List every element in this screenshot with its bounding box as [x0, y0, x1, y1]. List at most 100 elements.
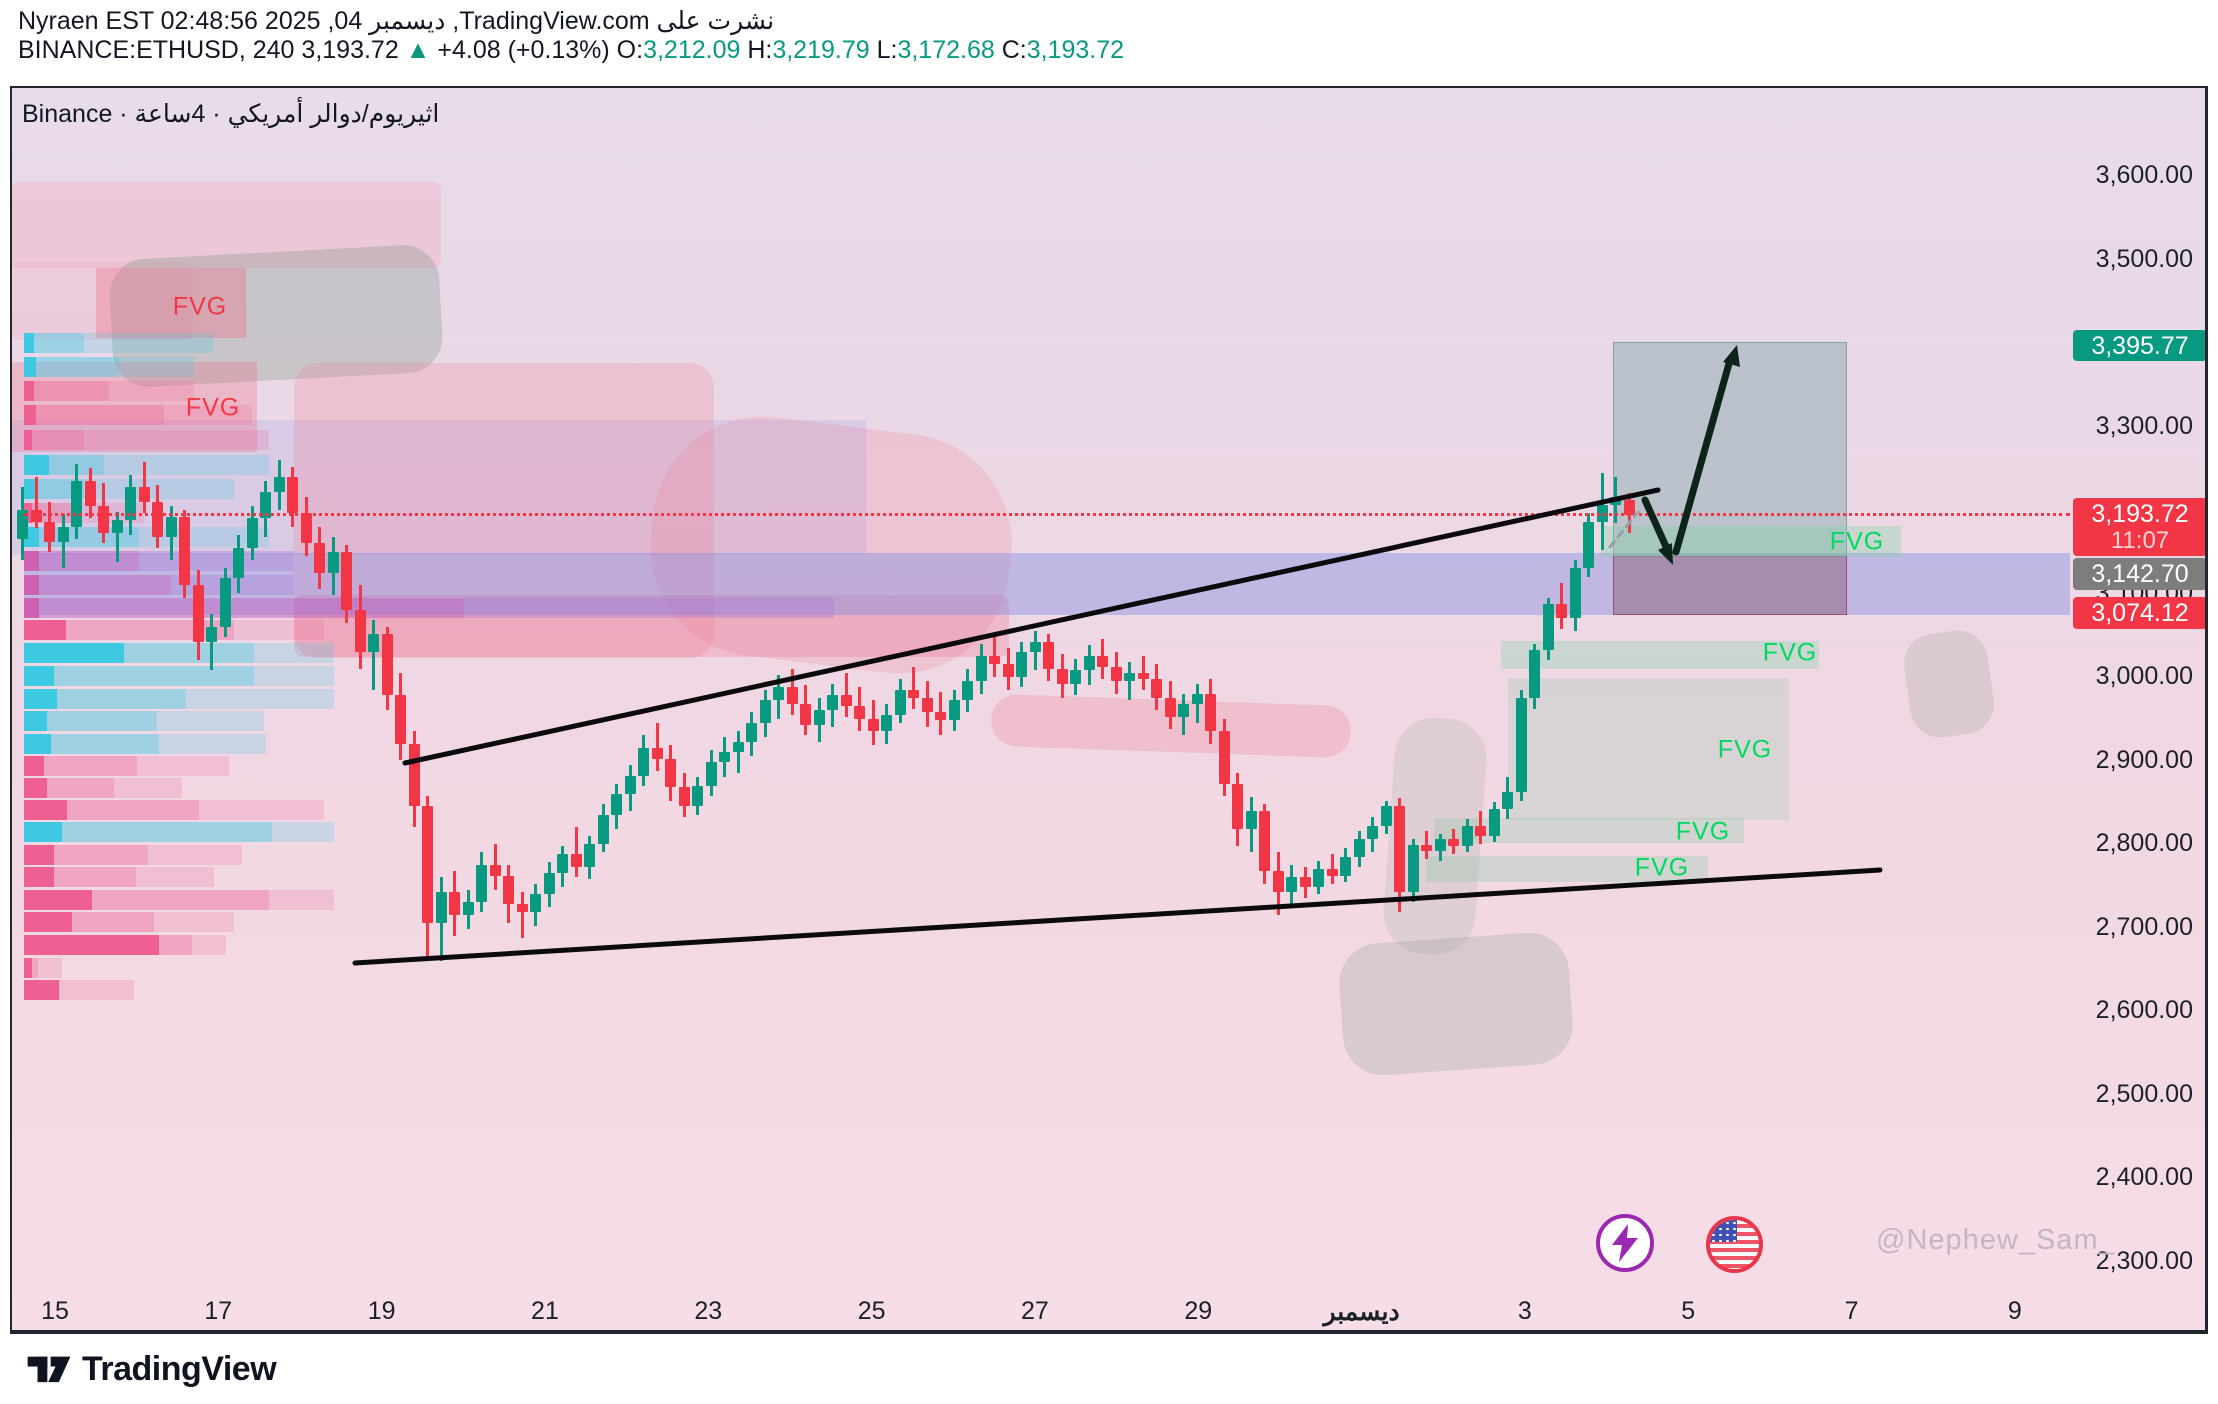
candle	[1272, 870, 1284, 893]
volume-profile-row	[24, 734, 51, 754]
symbol-ohlc-header: BINANCE:ETHUSD, 240 3,193.72 ▲ +4.08 (+0…	[18, 36, 1124, 65]
time-axis-label[interactable]: 29	[1184, 1297, 1213, 1325]
volume-profile-row	[109, 381, 194, 401]
time-axis-label[interactable]: 7	[1844, 1297, 1859, 1325]
fvg-box-red-1[interactable]	[96, 268, 246, 338]
candle	[948, 700, 960, 721]
candle	[1353, 838, 1365, 857]
published-on-header: Nyraen EST 02:48:56 2025 ,04 ربمسيد ,Tra…	[18, 7, 775, 35]
candle	[1326, 869, 1338, 876]
volume-profile-row	[39, 598, 464, 618]
candle	[1083, 656, 1095, 671]
candle	[516, 904, 528, 913]
candle	[1245, 810, 1257, 829]
candle	[1218, 731, 1230, 784]
price-axis-label[interactable]: 3,600.00	[2095, 161, 2193, 189]
price-axis-label[interactable]: 2,400.00	[2095, 1163, 2193, 1191]
candle	[422, 806, 433, 924]
candle	[233, 547, 244, 579]
volume-profile-row	[24, 800, 67, 820]
time-axis-label[interactable]: 15	[41, 1297, 69, 1325]
price-axis-label[interactable]: 3,500.00	[2095, 244, 2193, 273]
ohlc-segment: 3,172.68	[897, 36, 1002, 64]
volume-profile-row	[24, 551, 39, 571]
current-price-line[interactable]	[24, 513, 2070, 517]
price-tag-value: 3,142.70	[2091, 560, 2189, 588]
time-axis-label[interactable]: 19	[367, 1297, 396, 1325]
candle	[1232, 783, 1243, 829]
volume-profile-row	[464, 598, 834, 618]
candle	[1164, 697, 1176, 718]
indicator-cloud	[11, 262, 193, 340]
price-axis-label[interactable]: 2,600.00	[2095, 996, 2193, 1024]
author-watermark: @Nephew_Sam_	[1876, 1224, 2116, 1256]
price-axis-label[interactable]: 2,900.00	[2095, 745, 2193, 774]
candle	[408, 743, 420, 807]
volume-profile-row	[164, 405, 252, 425]
candle	[908, 689, 919, 698]
price-tag: 3,193.72 11:07	[2073, 498, 2207, 556]
volume-profile-row	[254, 643, 334, 663]
price-axis-label[interactable]: 2,300.00	[2095, 1246, 2193, 1275]
candle	[867, 718, 879, 732]
fvg-box-red-3[interactable]	[1613, 556, 1847, 615]
volume-profile-row	[24, 778, 47, 798]
lightning-sticker-icon	[1596, 1214, 1654, 1272]
candle	[1299, 877, 1311, 888]
volume-profile-row	[47, 711, 157, 731]
candle-wick	[34, 476, 38, 529]
price-axis-label[interactable]: 3,000.00	[2095, 662, 2193, 690]
candle	[1124, 672, 1135, 682]
fvg-box-red-2[interactable]	[11, 362, 257, 452]
candle	[300, 513, 312, 544]
time-axis-label[interactable]: 25	[857, 1297, 886, 1325]
price-axis-label[interactable]: 3,300.00	[2095, 411, 2193, 440]
tradingview-logo[interactable]: TradingView	[26, 1346, 277, 1392]
volume-profile-row	[34, 333, 84, 353]
candle	[44, 521, 55, 542]
time-axis-label[interactable]: 17	[204, 1297, 233, 1325]
volume-profile-row	[32, 430, 84, 450]
candle	[894, 689, 906, 715]
candle	[921, 697, 933, 713]
candle	[719, 752, 730, 763]
price-axis-label[interactable]: 2,800.00	[2095, 829, 2193, 857]
candle	[1380, 806, 1392, 826]
candle	[881, 714, 892, 732]
volume-profile-row	[39, 551, 139, 571]
time-axis-label[interactable]: 3	[1517, 1297, 1532, 1325]
price-axis-label[interactable]: 2,500.00	[2095, 1079, 2193, 1108]
volume-profile-row	[24, 333, 34, 353]
time-axis-label[interactable]: 23	[694, 1297, 723, 1325]
chart-legend[interactable]: Binance · ةعاس4 · يكيرمأ رلاود/مويريثا	[22, 100, 440, 128]
volume-profile-row	[159, 734, 266, 754]
candle	[1178, 703, 1189, 718]
time-axis-label[interactable]: 9	[2007, 1297, 2022, 1325]
candle	[246, 518, 258, 548]
lower-trendline[interactable]	[352, 867, 1883, 966]
ohlc-segment: BINANCE:ETHUSD, 240 3,193.72	[18, 36, 406, 64]
volume-profile-row	[24, 643, 124, 663]
candle	[314, 543, 325, 573]
volume-profile-row	[54, 666, 254, 686]
candle	[705, 762, 717, 786]
volume-profile-row	[24, 756, 44, 776]
ohlc-segment: H:	[747, 36, 773, 64]
candle	[1407, 844, 1419, 892]
fvg-label: FVG	[1829, 527, 1885, 556]
volume-profile-row	[47, 778, 114, 798]
time-axis-label[interactable]: ديسمبر	[1323, 1298, 1400, 1326]
candle	[1029, 641, 1041, 652]
candle-wick	[574, 827, 578, 878]
time-axis-label[interactable]: 27	[1021, 1297, 1049, 1325]
price-axis-label[interactable]: 2,700.00	[2095, 912, 2193, 941]
candle	[462, 902, 474, 915]
candle	[962, 681, 973, 701]
time-axis-label[interactable]: 5	[1681, 1297, 1696, 1325]
volume-profile-row	[54, 845, 148, 865]
candle	[206, 626, 217, 642]
candle	[152, 501, 163, 537]
candle	[381, 633, 393, 696]
time-axis-label[interactable]: 21	[531, 1297, 559, 1325]
chart-plot-area[interactable]: 3,600.00 3,500.00 3,300.00 3,100.00 3,000.00…	[11, 87, 2207, 1333]
